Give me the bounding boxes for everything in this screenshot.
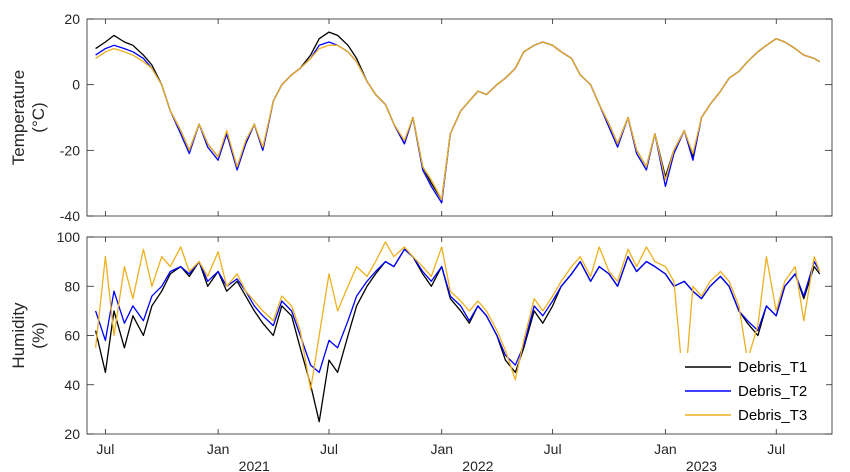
- chart-panel-1: -40 -20 0 20 Temperature (°C): [9, 11, 833, 224]
- legend: Debris_T1 Debris_T2 Debris_T3: [680, 353, 826, 429]
- x-tick-label: Jul: [544, 441, 562, 457]
- year-label: 2021: [239, 458, 270, 472]
- x-tick-label: Jul: [320, 441, 338, 457]
- y-tick-label: -40: [60, 208, 80, 224]
- y-tick-label: 80: [64, 278, 80, 294]
- y-tick-label: -20: [60, 142, 80, 158]
- axes-box: [86, 18, 833, 217]
- y-tick-label: 100: [57, 229, 81, 245]
- legend-label-debris-t2: Debris_T2: [738, 383, 807, 400]
- x-tick-label: Jan: [207, 441, 230, 457]
- series-line-debris-t2: [94, 248, 821, 374]
- series-line-debris-t2: [95, 38, 821, 204]
- year-label: 2022: [462, 458, 493, 472]
- y-axis-unit: (%): [29, 322, 48, 348]
- x-tick-label: Jan: [654, 441, 677, 457]
- series-line-debris-t3: [94, 241, 821, 396]
- year-label: 2023: [686, 458, 717, 472]
- series-line-debris-t3: [95, 38, 821, 201]
- y-axis-unit: (°C): [29, 102, 48, 132]
- y-tick-label: 20: [64, 426, 80, 442]
- y-tick-label: 0: [72, 77, 80, 93]
- y-axis-title: Temperature: [9, 70, 28, 165]
- x-tick-label: Jan: [430, 441, 453, 457]
- chart-panel-2: 20 40 60 80 100 Jul Jan Jul Jan Jul Jan Jul 2021 2022…: [9, 229, 833, 472]
- y-tick-label: 40: [64, 377, 80, 393]
- y-axis-title: Humidity: [9, 302, 28, 369]
- legend-label-debris-t1: Debris_T1: [738, 359, 807, 376]
- x-tick-label: Jul: [767, 441, 785, 457]
- series-line-debris-t1: [95, 31, 821, 201]
- y-tick-label: 20: [64, 11, 80, 27]
- x-tick-label: Jul: [96, 441, 114, 457]
- y-tick-label: 60: [64, 328, 80, 344]
- legend-label-debris-t3: Debris_T3: [738, 407, 807, 424]
